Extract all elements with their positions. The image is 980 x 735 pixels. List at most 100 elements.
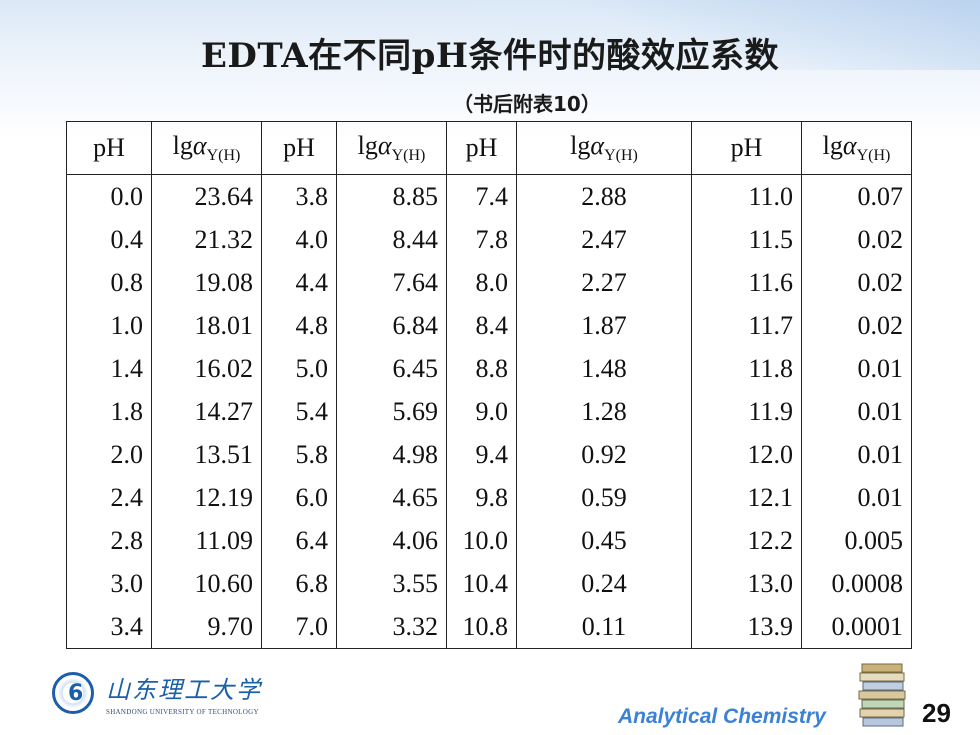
table-row: 1.4 16.02 5.0 6.45 8.8 1.48 11.8 0.01 bbox=[66, 347, 912, 390]
cell-lg-alpha: 0.005 bbox=[801, 519, 912, 562]
cell-lg-alpha: 23.64 bbox=[151, 174, 262, 218]
cell-ph: 1.8 bbox=[66, 390, 152, 433]
cell-lg-alpha: 18.01 bbox=[151, 304, 262, 347]
cell-lg-alpha: 1.48 bbox=[516, 347, 692, 390]
header-subscript: Y(H) bbox=[604, 147, 638, 164]
cell-ph: 4.0 bbox=[261, 218, 337, 261]
cell-lg-alpha: 4.98 bbox=[336, 433, 447, 476]
header-lg-label: lg bbox=[357, 131, 378, 160]
cell-lg-alpha: 8.85 bbox=[336, 174, 447, 218]
acid-effect-table: pH lgαY(H) pH lgαY(H) pH lgαY(H) pH lgαY(H) 0.0… bbox=[66, 121, 912, 649]
cell-lg-alpha: 4.65 bbox=[336, 476, 447, 519]
header-ph: pH bbox=[66, 121, 152, 175]
table-row: 0.8 19.08 4.4 7.64 8.0 2.27 11.6 0.02 bbox=[66, 261, 912, 304]
table-row: 0.0 23.64 3.8 8.85 7.4 2.88 11.0 0.07 bbox=[66, 174, 912, 218]
cell-ph: 2.0 bbox=[66, 433, 152, 476]
cell-lg-alpha: 7.64 bbox=[336, 261, 447, 304]
cell-ph: 6.8 bbox=[261, 562, 337, 605]
cell-ph: 6.0 bbox=[261, 476, 337, 519]
header-lg-label: lg bbox=[570, 131, 591, 160]
cell-ph: 10.0 bbox=[446, 519, 517, 562]
header-ph: pH bbox=[446, 121, 517, 175]
header-ph: pH bbox=[261, 121, 337, 175]
header-streak bbox=[470, 0, 980, 70]
cell-lg-alpha: 3.32 bbox=[336, 605, 447, 649]
cell-lg-alpha: 0.59 bbox=[516, 476, 692, 519]
cell-lg-alpha: 2.47 bbox=[516, 218, 692, 261]
cell-lg-alpha: 0.0008 bbox=[801, 562, 912, 605]
cell-lg-alpha: 10.60 bbox=[151, 562, 262, 605]
cell-ph: 8.0 bbox=[446, 261, 517, 304]
cell-lg-alpha: 4.06 bbox=[336, 519, 447, 562]
cell-ph: 0.8 bbox=[66, 261, 152, 304]
header-subscript: Y(H) bbox=[206, 147, 241, 164]
cell-ph: 9.0 bbox=[446, 390, 517, 433]
table-row: 0.4 21.32 4.0 8.44 7.8 2.47 11.5 0.02 bbox=[66, 218, 912, 261]
cell-ph: 2.4 bbox=[66, 476, 152, 519]
cell-lg-alpha: 0.45 bbox=[516, 519, 692, 562]
university-seal-icon: 6 bbox=[52, 672, 94, 714]
cell-ph: 3.8 bbox=[261, 174, 337, 218]
cell-ph: 12.0 bbox=[691, 433, 802, 476]
cell-ph: 9.8 bbox=[446, 476, 517, 519]
table-row: 1.8 14.27 5.4 5.69 9.0 1.28 11.9 0.01 bbox=[66, 390, 912, 433]
cell-lg-alpha: 1.87 bbox=[516, 304, 692, 347]
cell-ph: 12.1 bbox=[691, 476, 802, 519]
cell-ph: 3.0 bbox=[66, 562, 152, 605]
cell-ph: 1.0 bbox=[66, 304, 152, 347]
cell-ph: 4.8 bbox=[261, 304, 337, 347]
cell-lg-alpha: 2.27 bbox=[516, 261, 692, 304]
cell-ph: 11.5 bbox=[691, 218, 802, 261]
cell-lg-alpha: 0.02 bbox=[801, 218, 912, 261]
cell-lg-alpha: 11.09 bbox=[151, 519, 262, 562]
cell-lg-alpha: 0.07 bbox=[801, 174, 912, 218]
cell-lg-alpha: 21.32 bbox=[151, 218, 262, 261]
cell-lg-alpha: 13.51 bbox=[151, 433, 262, 476]
cell-lg-alpha: 1.28 bbox=[516, 390, 692, 433]
header-lg-alpha: lgαY(H) bbox=[336, 121, 447, 175]
cell-ph: 10.8 bbox=[446, 605, 517, 649]
university-name-en: SHANDONG UNIVERSITY OF TECHNOLOGY bbox=[106, 708, 259, 716]
page-number: 29 bbox=[922, 698, 951, 728]
cell-lg-alpha: 0.02 bbox=[801, 304, 912, 347]
cell-ph: 7.8 bbox=[446, 218, 517, 261]
slide-title: EDTA在不同pH条件时的酸效应系数 bbox=[200, 36, 780, 76]
cell-ph: 7.4 bbox=[446, 174, 517, 218]
table-row: 3.4 9.70 7.0 3.32 10.8 0.11 13.9 0.0001 bbox=[66, 605, 912, 649]
header-lg-alpha: lgαY(H) bbox=[151, 121, 262, 175]
cell-ph: 6.4 bbox=[261, 519, 337, 562]
cell-ph: 1.4 bbox=[66, 347, 152, 390]
cell-lg-alpha: 0.02 bbox=[801, 261, 912, 304]
header-subscript: Y(H) bbox=[391, 147, 426, 164]
course-name: Analytical Chemistry bbox=[618, 705, 826, 728]
book-stack-icon bbox=[858, 663, 906, 727]
cell-ph: 11.7 bbox=[691, 304, 802, 347]
cell-ph: 11.8 bbox=[691, 347, 802, 390]
header-lg-label: lg bbox=[172, 131, 193, 160]
cell-lg-alpha: 14.27 bbox=[151, 390, 262, 433]
table-row: 2.0 13.51 5.8 4.98 9.4 0.92 12.0 0.01 bbox=[66, 433, 912, 476]
cell-ph: 11.9 bbox=[691, 390, 802, 433]
cell-lg-alpha: 0.01 bbox=[801, 433, 912, 476]
cell-lg-alpha: 3.55 bbox=[336, 562, 447, 605]
table-row: 3.0 10.60 6.8 3.55 10.4 0.24 13.0 0.0008 bbox=[66, 562, 912, 605]
cell-ph: 11.6 bbox=[691, 261, 802, 304]
cell-lg-alpha: 19.08 bbox=[151, 261, 262, 304]
header-lg-label: lg bbox=[822, 131, 843, 160]
cell-lg-alpha: 0.11 bbox=[516, 605, 692, 649]
cell-ph: 2.8 bbox=[66, 519, 152, 562]
cell-lg-alpha: 2.88 bbox=[516, 174, 692, 218]
header-alpha-symbol: α bbox=[192, 131, 207, 160]
header-alpha-symbol: α bbox=[842, 131, 857, 160]
cell-ph: 5.0 bbox=[261, 347, 337, 390]
cell-lg-alpha: 6.45 bbox=[336, 347, 447, 390]
cell-ph: 0.4 bbox=[66, 218, 152, 261]
header-subscript: Y(H) bbox=[856, 147, 891, 164]
header-ph: pH bbox=[691, 121, 802, 175]
cell-ph: 11.0 bbox=[691, 174, 802, 218]
header-lg-alpha: lgαY(H) bbox=[801, 121, 912, 175]
cell-ph: 8.8 bbox=[446, 347, 517, 390]
cell-ph: 12.2 bbox=[691, 519, 802, 562]
cell-lg-alpha: 0.01 bbox=[801, 347, 912, 390]
table-body: 0.0 23.64 3.8 8.85 7.4 2.88 11.0 0.07 0.4 21.32 4.… bbox=[66, 174, 912, 649]
